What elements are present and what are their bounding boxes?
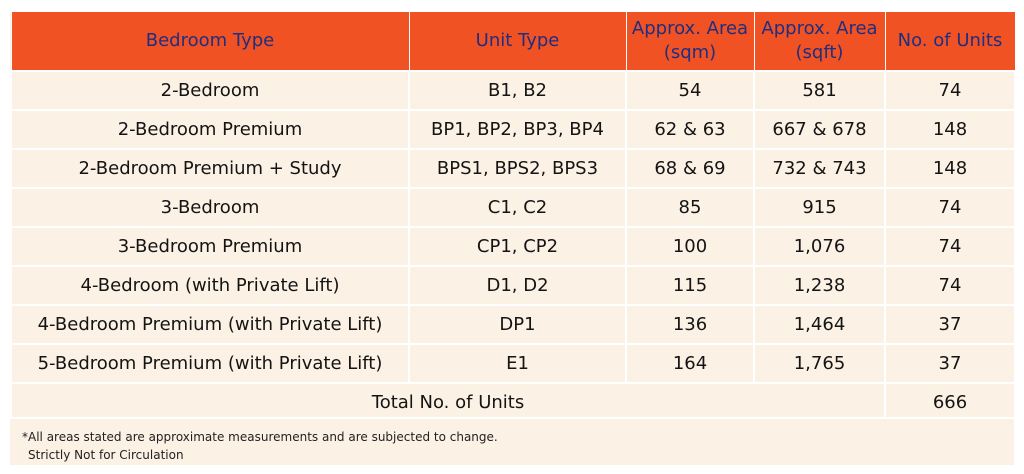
cell-no-of-units: 74: [884, 226, 1016, 267]
cell-unit-type: E1: [408, 343, 627, 384]
table-row: 2-Bedroom B1, B2 54 581 74: [10, 70, 1016, 111]
cell-no-of-units: 37: [884, 343, 1016, 384]
cell-area-sqft: 1,076: [753, 226, 886, 267]
cell-area-sqft: 1,765: [753, 343, 886, 384]
cell-area-sqft: 915: [753, 187, 886, 228]
cell-unit-type: C1, C2: [408, 187, 627, 228]
cell-bedroom-type: 3-Bedroom: [10, 187, 410, 228]
total-row: Total No. of Units 666: [10, 382, 1016, 423]
cell-bedroom-type: 5-Bedroom Premium (with Private Lift): [10, 343, 410, 384]
disclaimer-note: *All areas stated are approximate measur…: [22, 430, 498, 444]
cell-area-sqm: 136: [625, 304, 755, 345]
cell-bedroom-type: 4-Bedroom Premium (with Private Lift): [10, 304, 410, 345]
table-row: 4-Bedroom (with Private Lift) D1, D2 115…: [10, 265, 1016, 306]
cell-area-sqm: 62 & 63: [625, 109, 755, 150]
cell-area-sqft: 1,464: [753, 304, 886, 345]
header-unit-type: Unit Type: [408, 11, 627, 72]
table-row: 3-Bedroom Premium CP1, CP2 100 1,076 74: [10, 226, 1016, 267]
table-row: 2-Bedroom Premium + Study BPS1, BPS2, BP…: [10, 148, 1016, 189]
table-header-row: Bedroom Type Unit Type Approx. Area (sqm…: [10, 11, 1016, 72]
cell-unit-type: B1, B2: [408, 70, 627, 111]
cell-area-sqft: 581: [753, 70, 886, 111]
header-bedroom-type: Bedroom Type: [10, 11, 410, 72]
cell-area-sqm: 115: [625, 265, 755, 306]
cell-area-sqft: 667 & 678: [753, 109, 886, 150]
header-area-sqft: Approx. Area (sqft): [753, 11, 886, 72]
cell-bedroom-type: 2-Bedroom: [10, 70, 410, 111]
unit-mix-table: Bedroom Type Unit Type Approx. Area (sqm…: [10, 11, 1016, 423]
table-row: 5-Bedroom Premium (with Private Lift) E1…: [10, 343, 1016, 384]
table-row: 4-Bedroom Premium (with Private Lift) DP…: [10, 304, 1016, 345]
cell-bedroom-type: 2-Bedroom Premium + Study: [10, 148, 410, 189]
cell-area-sqm: 164: [625, 343, 755, 384]
cell-unit-type: D1, D2: [408, 265, 627, 306]
footnotes: *All areas stated are approximate measur…: [10, 417, 1014, 465]
cell-unit-type: CP1, CP2: [408, 226, 627, 267]
cell-no-of-units: 74: [884, 265, 1016, 306]
unit-mix-table-panel: Bedroom Type Unit Type Approx. Area (sqm…: [10, 11, 1016, 463]
header-area-sqm: Approx. Area (sqm): [625, 11, 755, 72]
cell-area-sqm: 68 & 69: [625, 148, 755, 189]
cell-bedroom-type: 4-Bedroom (with Private Lift): [10, 265, 410, 306]
cell-area-sqft: 1,238: [753, 265, 886, 306]
table-row: 3-Bedroom C1, C2 85 915 74: [10, 187, 1016, 228]
cell-unit-type: BP1, BP2, BP3, BP4: [408, 109, 627, 150]
header-no-of-units: No. of Units: [884, 11, 1016, 72]
cell-area-sqm: 54: [625, 70, 755, 111]
cell-no-of-units: 74: [884, 70, 1016, 111]
circulation-note: Strictly Not for Circulation: [28, 448, 184, 462]
cell-bedroom-type: 3-Bedroom Premium: [10, 226, 410, 267]
total-label: Total No. of Units: [10, 382, 886, 423]
cell-unit-type: BPS1, BPS2, BPS3: [408, 148, 627, 189]
cell-unit-type: DP1: [408, 304, 627, 345]
cell-no-of-units: 74: [884, 187, 1016, 228]
cell-no-of-units: 148: [884, 109, 1016, 150]
cell-area-sqft: 732 & 743: [753, 148, 886, 189]
cell-bedroom-type: 2-Bedroom Premium: [10, 109, 410, 150]
cell-area-sqm: 85: [625, 187, 755, 228]
table-row: 2-Bedroom Premium BP1, BP2, BP3, BP4 62 …: [10, 109, 1016, 150]
cell-no-of-units: 148: [884, 148, 1016, 189]
cell-no-of-units: 37: [884, 304, 1016, 345]
cell-area-sqm: 100: [625, 226, 755, 267]
